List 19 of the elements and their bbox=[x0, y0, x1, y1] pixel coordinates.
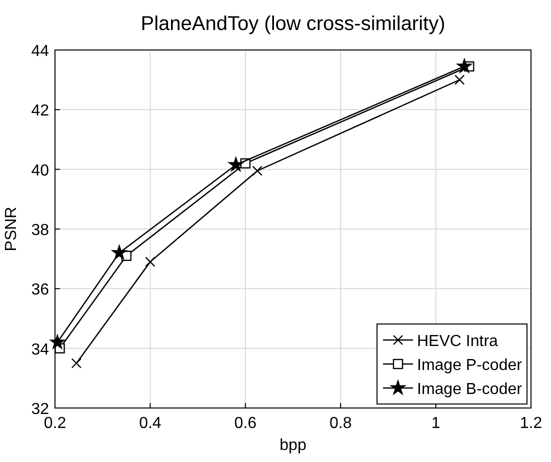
x-tick-label: 1 bbox=[431, 415, 440, 432]
chart-title: PlaneAndToy (low cross-similarity) bbox=[140, 13, 446, 35]
y-tick-label: 40 bbox=[31, 162, 50, 180]
x-axis-title: bpp bbox=[280, 437, 306, 454]
y-tick-label: 36 bbox=[31, 282, 50, 299]
legend-label: Image P-coder bbox=[417, 357, 523, 374]
x-tick-label: 0.2 bbox=[44, 415, 66, 432]
y-tick-label: 42 bbox=[31, 102, 50, 120]
x-tick-label: 1.2 bbox=[520, 415, 542, 432]
y-tick-label: 38 bbox=[31, 222, 50, 239]
x-tick-label: 0.6 bbox=[234, 415, 257, 432]
y-axis-title: PSNR bbox=[3, 206, 20, 252]
x-tick-label: 0.4 bbox=[139, 415, 162, 432]
y-tick-label: 32 bbox=[31, 401, 50, 418]
legend-label: Image B-coder bbox=[417, 381, 523, 398]
y-tick-label: 34 bbox=[31, 341, 50, 358]
y-tick-label: 44 bbox=[31, 43, 50, 60]
legend-label: HEVC Intra bbox=[417, 333, 498, 350]
x-tick-label: 0.8 bbox=[329, 415, 352, 432]
